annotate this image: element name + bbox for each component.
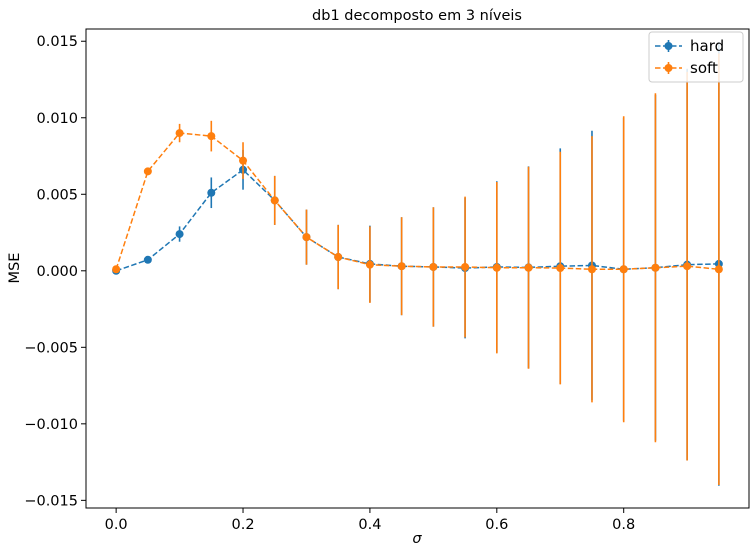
series-soft bbox=[112, 53, 723, 486]
data-point bbox=[397, 262, 406, 271]
data-point bbox=[143, 255, 152, 264]
data-point bbox=[207, 132, 216, 141]
y-tick-label: −0.005 bbox=[24, 340, 78, 356]
y-tick-label: 0.005 bbox=[36, 187, 78, 203]
plot-frame bbox=[85, 28, 750, 509]
data-point bbox=[651, 263, 660, 272]
series-layer bbox=[112, 42, 723, 486]
series-hard bbox=[112, 42, 723, 486]
y-axis: −0.015 −0.010 −0.005 0.000 0.005 0.010 0.015 bbox=[24, 34, 86, 509]
data-point bbox=[143, 167, 152, 176]
y-tick-label: −0.015 bbox=[24, 493, 78, 509]
x-tick-label: 0.2 bbox=[231, 517, 254, 533]
data-point bbox=[429, 262, 438, 271]
y-tick-label: 0.000 bbox=[36, 264, 78, 280]
y-tick-label: 0.015 bbox=[36, 34, 78, 50]
data-point bbox=[207, 188, 216, 197]
legend-item-soft: soft bbox=[655, 59, 718, 77]
data-point bbox=[239, 156, 248, 165]
data-point bbox=[556, 264, 565, 273]
chart-title: db1 decomposto em 3 níveis bbox=[312, 8, 522, 24]
data-point bbox=[461, 262, 470, 271]
y-axis-title: MSE bbox=[7, 253, 23, 284]
legend-label: hard bbox=[690, 37, 724, 55]
data-point bbox=[302, 233, 311, 242]
data-point bbox=[112, 265, 121, 274]
legend-item-hard: hard bbox=[655, 37, 724, 55]
x-axis-title: σ bbox=[412, 531, 422, 547]
y-tick-label: −0.010 bbox=[24, 417, 78, 433]
plot-area bbox=[85, 28, 750, 509]
x-tick-label: 0.6 bbox=[485, 517, 508, 533]
legend-frame bbox=[648, 31, 744, 83]
data-point bbox=[492, 263, 501, 272]
data-point bbox=[683, 262, 692, 271]
data-point bbox=[270, 196, 279, 205]
x-tick-label: 0.4 bbox=[358, 517, 381, 533]
x-axis: 0.0 0.2 0.4 0.6 0.8 bbox=[105, 508, 635, 533]
legend-marker bbox=[664, 64, 673, 72]
data-point bbox=[175, 230, 184, 239]
data-point bbox=[714, 265, 723, 274]
data-point bbox=[524, 263, 533, 272]
legend: hard soft bbox=[648, 31, 744, 83]
data-point bbox=[619, 265, 628, 274]
data-point bbox=[175, 129, 184, 138]
legend-marker bbox=[664, 42, 673, 50]
x-tick-label: 0.8 bbox=[612, 517, 635, 533]
y-tick-label: 0.010 bbox=[36, 111, 78, 127]
x-tick-label: 0.0 bbox=[105, 517, 128, 533]
data-point bbox=[365, 260, 374, 269]
legend-label: soft bbox=[690, 59, 718, 77]
series-line bbox=[115, 168, 719, 272]
series-line bbox=[115, 132, 719, 271]
data-point bbox=[587, 265, 596, 274]
data-point bbox=[334, 253, 343, 262]
